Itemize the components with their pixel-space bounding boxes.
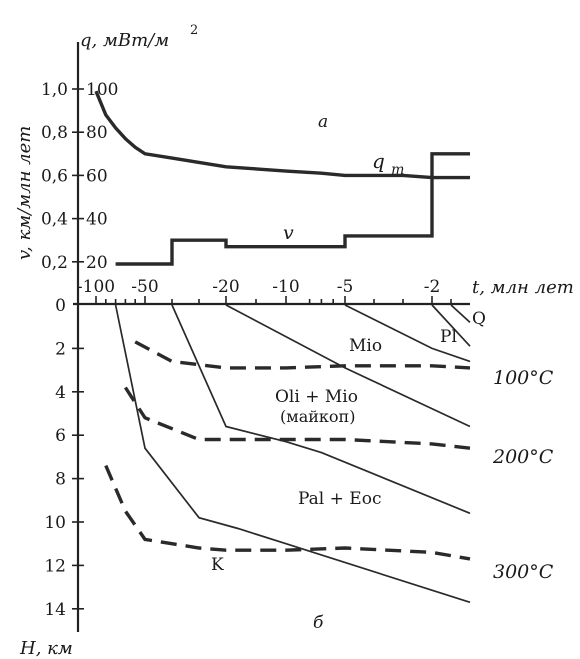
qm-label: q m (372, 149, 404, 178)
heat-flow-tick-label: 20 (86, 253, 108, 273)
v-label: v (283, 222, 294, 244)
unit-label-pal-eoc: Pal + Eoc (298, 489, 381, 509)
isotherm-labels: 100°C 200°C 300°C (492, 367, 554, 583)
burial-curve-oli-mio (225, 304, 471, 428)
burial-curve-mio (344, 304, 471, 363)
heat-flow-tick-label: 80 (86, 123, 108, 143)
unit-label-k: K (211, 555, 224, 575)
heat-flow-tick-label: 40 (86, 210, 108, 230)
time-tick-label: -2 (424, 277, 441, 297)
time-tick-label: -10 (272, 277, 299, 297)
qm-curve (94, 90, 470, 180)
burial-curve-pl (431, 304, 471, 347)
depth-tick-label: 2 (55, 339, 66, 359)
heat-flow-axis-label: q, мВт/м (80, 30, 169, 51)
isotherm-label-300: 300°C (493, 561, 554, 583)
velocity-tick-label: 1,0 (41, 80, 68, 100)
time-tick-label: -5 (337, 277, 354, 297)
unit-label-mio: Mio (349, 336, 382, 356)
depth-tick-label: 0 (55, 296, 66, 316)
isotherm-100 (134, 340, 471, 370)
time-tick-label: -20 (212, 277, 239, 297)
depth-tick-label: 10 (44, 513, 66, 533)
depth-axis-label: H, км (19, 638, 73, 659)
depth-tick-label: 12 (44, 556, 66, 576)
heat-flow-tick-label: 100 (86, 80, 118, 100)
bottom-panel-ticks: 0 2 4 6 8 10 12 14 (44, 296, 84, 620)
unit-label-maikop: (майкоп) (280, 407, 355, 426)
heat-flow-axis-sup: 2 (190, 23, 198, 38)
isotherm-200 (123, 386, 471, 450)
velocity-axis-label: v, км/млн лет (14, 126, 35, 260)
velocity-tick-label: 0,8 (41, 123, 68, 143)
burial-curve-k (114, 304, 471, 604)
velocity-tick-label: 0,6 (41, 166, 68, 186)
time-tick-label: -100 (77, 277, 115, 297)
burial-curve-q (450, 304, 471, 324)
isotherm-label-100: 100°C (493, 367, 554, 389)
panel-a-letter: а (318, 112, 328, 132)
isotherm-300 (104, 464, 471, 561)
panel-a: а q, мВт/м 2 v, км/млн лет 0,2 20 0,4 40 0,6… (14, 23, 470, 273)
burial-curve-pal-eoc (171, 304, 471, 515)
depth-tick-label: 6 (55, 426, 66, 446)
depth-tick-label: 8 (55, 470, 66, 490)
depth-tick-label: 4 (55, 383, 66, 403)
velocity-step-line (115, 152, 470, 266)
depth-tick-label: 14 (44, 600, 66, 620)
time-axis-label: t, млн лет (472, 277, 574, 298)
unit-label-pl: Pl (440, 327, 457, 347)
time-tick-label: -50 (131, 277, 158, 297)
velocity-tick-label: 0,2 (41, 253, 68, 273)
time-axis: t, млн лет -100 -50 -20 -10 -5 -2 (73, 277, 574, 306)
top-panel-ticks: 0,2 20 0,4 40 0,6 60 0,8 80 1,0 100 (41, 80, 119, 273)
panel-b-letter: б (313, 613, 324, 633)
bottom-panel-series (104, 304, 471, 604)
unit-label-oli-mio: Oli + Mio (275, 387, 358, 407)
unit-label-q: Q (472, 309, 486, 329)
top-panel-series (94, 90, 470, 266)
heat-flow-tick-label: 60 (86, 166, 108, 186)
velocity-tick-label: 0,4 (41, 210, 68, 230)
isotherm-label-200: 200°C (492, 446, 554, 468)
panel-b: б H, км 0 2 4 6 8 10 12 14 Mio Oli + Mio (майко… (19, 296, 554, 659)
unit-labels: Mio Oli + Mio (майкоп) Pal + Eoc K Pl Q (211, 309, 486, 575)
